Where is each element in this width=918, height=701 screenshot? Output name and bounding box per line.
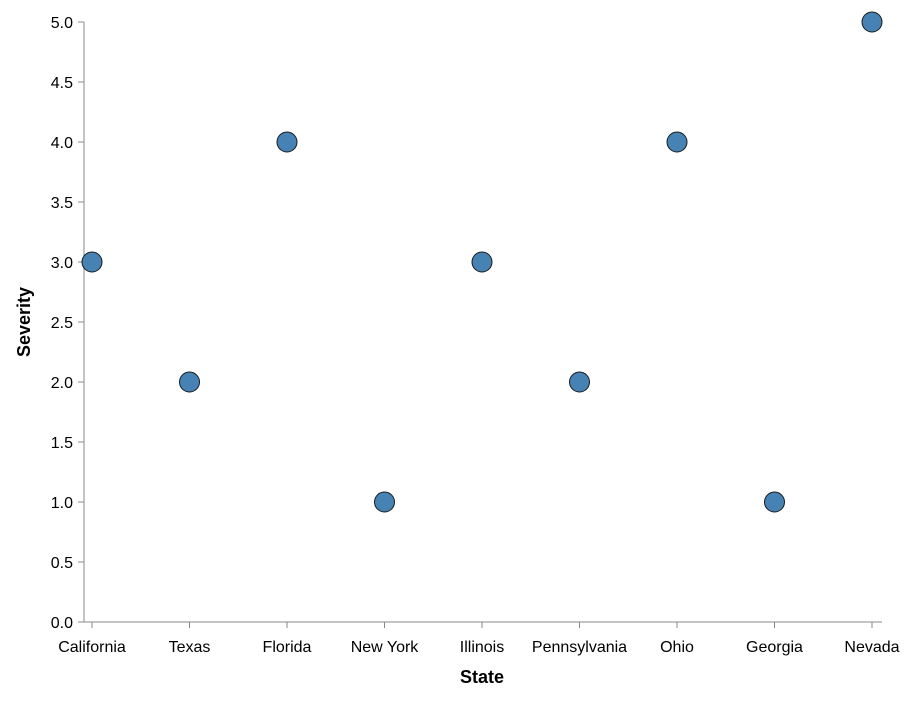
data-point (666, 131, 688, 153)
y-tick-label: 3.5 (51, 195, 73, 212)
x-tick-label: Nevada (844, 639, 899, 656)
y-axis-title: Severity (14, 287, 34, 357)
x-tick-label: Georgia (746, 639, 803, 656)
x-tick-label: Ohio (660, 639, 694, 656)
data-point (179, 371, 200, 393)
y-tick-label: 5.0 (51, 15, 73, 32)
y-tick-label: 2.5 (51, 315, 73, 332)
x-axis: California Texas Florida New York Illinois Pe… (58, 621, 900, 656)
data-point (861, 11, 883, 33)
x-tick-label: Pennsylvania (532, 639, 627, 656)
x-tick-label: Illinois (460, 639, 504, 656)
y-tick-label: 2.0 (51, 375, 73, 392)
y-tick-label: 0.0 (51, 615, 73, 632)
x-tick-label: Florida (263, 639, 312, 656)
data-point (81, 251, 103, 273)
x-tick-label: New York (351, 639, 420, 656)
x-axis-title: State (460, 667, 504, 687)
y-tick-label: 1.5 (51, 435, 73, 452)
y-tick-label: 3.0 (51, 255, 73, 272)
data-point (471, 251, 493, 273)
y-tick-label: 4.0 (51, 135, 73, 152)
y-tick-label: 0.5 (51, 555, 73, 572)
y-tick-label: 4.5 (51, 75, 73, 92)
data-point (569, 371, 590, 393)
data-point (276, 131, 298, 153)
y-tick-label: 1.0 (51, 495, 73, 512)
x-tick-label: California (58, 639, 126, 656)
data-point (764, 491, 785, 513)
x-tick-label: Texas (169, 639, 211, 656)
data-points (81, 11, 883, 513)
y-axis: 0.0 0.5 1.0 1.5 2.0 2.5 3.0 3.5 4.0 4.5 5.0 (51, 15, 85, 632)
data-point (374, 491, 395, 513)
